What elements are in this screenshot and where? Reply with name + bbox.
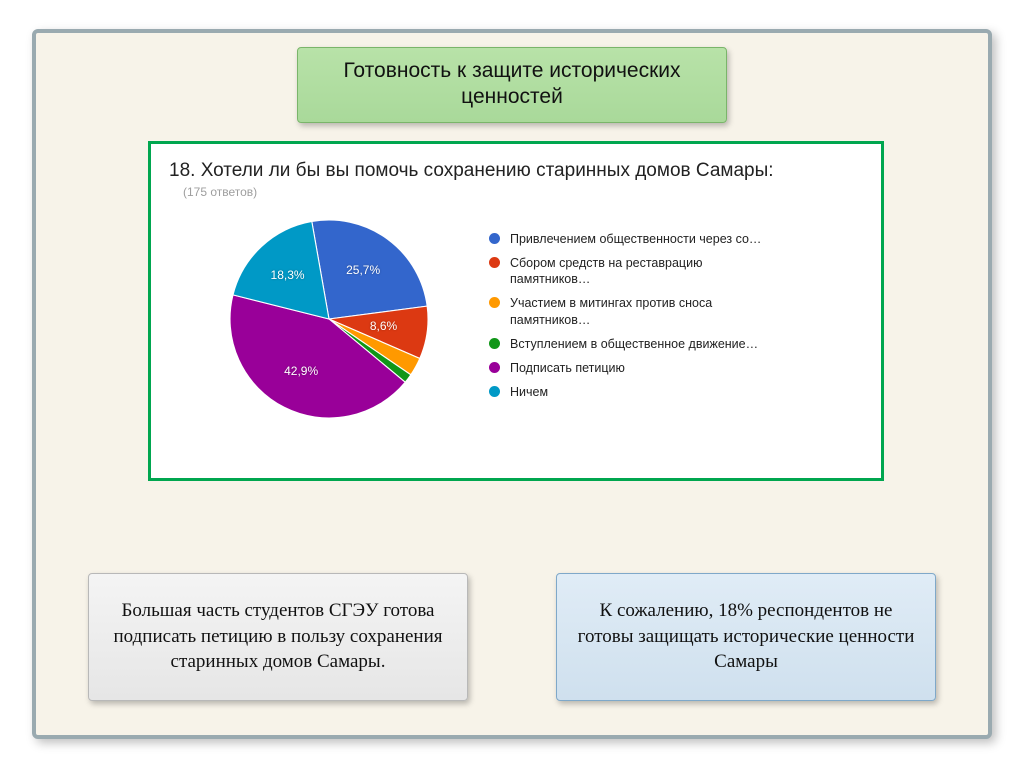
- slide-title-text: Готовность к защите исторических ценност…: [343, 59, 680, 108]
- legend-color-dot: [489, 233, 500, 244]
- legend-item: Сбором средств на реставрацию памятников…: [489, 255, 863, 289]
- pie-slice-label: 18,3%: [271, 268, 305, 282]
- legend-item: Участием в митингах против сноса памятни…: [489, 295, 863, 329]
- pie-slice-label: 42,9%: [284, 364, 318, 378]
- slide-frame: Готовность к защите исторических ценност…: [32, 29, 992, 739]
- legend-label: Привлечением общественности через со…: [510, 231, 761, 248]
- legend-color-dot: [489, 338, 500, 349]
- chart-card: 18. Хотели ли бы вы помочь сохранению ст…: [148, 141, 884, 481]
- pie-svg: [219, 209, 439, 429]
- legend-label: Ничем: [510, 384, 548, 401]
- info-box-right: К сожалению, 18% респондентов не готовы …: [556, 573, 936, 701]
- info-box-left: Большая часть студентов СГЭУ готова подп…: [88, 573, 468, 701]
- legend-item: Вступлением в общественное движение…: [489, 336, 863, 353]
- legend-item: Ничем: [489, 384, 863, 401]
- pie-slice-label: 8,6%: [370, 319, 397, 333]
- legend-label: Участием в митингах против сноса памятни…: [510, 295, 770, 329]
- legend-color-dot: [489, 362, 500, 373]
- chart-responses-count: (175 ответов): [183, 185, 863, 199]
- legend-color-dot: [489, 386, 500, 397]
- pie-slice-label: 25,7%: [346, 263, 380, 277]
- bottom-boxes: Большая часть студентов СГЭУ готова подп…: [88, 573, 936, 701]
- legend-label: Вступлением в общественное движение…: [510, 336, 758, 353]
- legend-item: Привлечением общественности через со…: [489, 231, 863, 248]
- pie-chart: 25,7% 8,6% 42,9% 18,3%: [169, 209, 489, 429]
- legend-item: Подписать петицию: [489, 360, 863, 377]
- chart-legend: Привлечением общественности через со… Сбо…: [489, 231, 863, 408]
- legend-color-dot: [489, 257, 500, 268]
- chart-body: 25,7% 8,6% 42,9% 18,3% Привлечением обществ…: [169, 209, 863, 429]
- slide-title-box: Готовность к защите исторических ценност…: [297, 47, 727, 124]
- info-left-text: Большая часть студентов СГЭУ готова подп…: [107, 598, 449, 675]
- chart-question: 18. Хотели ли бы вы помочь сохранению ст…: [169, 158, 863, 184]
- info-right-text: К сожалению, 18% респондентов не готовы …: [575, 598, 917, 675]
- legend-color-dot: [489, 297, 500, 308]
- legend-label: Подписать петицию: [510, 360, 625, 377]
- legend-label: Сбором средств на реставрацию памятников…: [510, 255, 770, 289]
